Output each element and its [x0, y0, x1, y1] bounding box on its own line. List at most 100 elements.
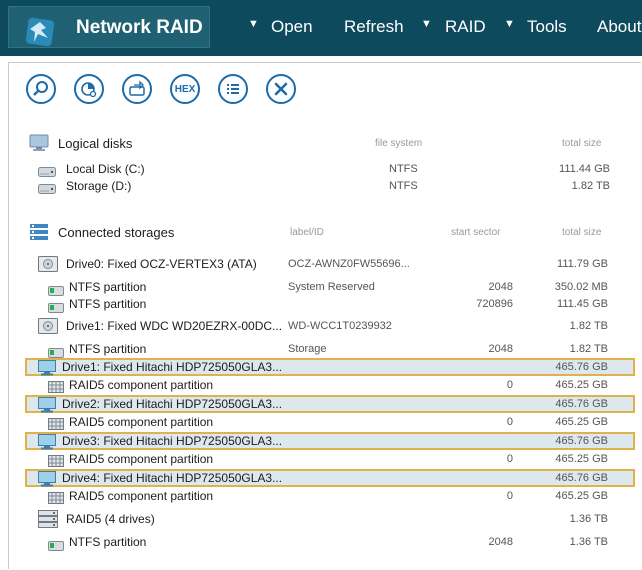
- storage-stack-icon: [30, 224, 48, 240]
- tools-dropdown-arrow-icon[interactable]: ▼: [504, 18, 515, 30]
- image-button[interactable]: [122, 74, 152, 104]
- selected-drive-highlight[interactable]: [25, 358, 635, 376]
- partition-row[interactable]: NTFS partition 2048 1.36 TB: [0, 534, 640, 551]
- storage-size: 1.36 TB: [569, 536, 608, 548]
- partition-row[interactable]: NTFS partition Storage 2048 1.82 TB: [0, 341, 640, 358]
- storage-name: Drive3: Fixed Hitachi HDP725050GLA3...: [62, 434, 283, 448]
- storage-name: RAID5 (4 drives): [66, 512, 155, 526]
- pie-scan-icon: [81, 82, 97, 98]
- list-icon: [227, 84, 239, 94]
- storage-name: NTFS partition: [69, 342, 147, 356]
- storage-name: NTFS partition: [69, 535, 147, 549]
- ntfs-partition-icon: [48, 348, 64, 358]
- open-dropdown-arrow-icon[interactable]: ▼: [248, 18, 259, 30]
- hex-label: HEX: [174, 83, 196, 95]
- storage-name: NTFS partition: [69, 280, 147, 294]
- logical-disks-title: Logical disks: [58, 136, 133, 151]
- storage-drive-row[interactable]: Drive0: Fixed OCZ-VERTEX3 (ATA) OCZ-AWNZ0…: [0, 256, 640, 273]
- app-title: Network RAID: [76, 17, 203, 38]
- storage-drive-row[interactable]: Drive4: Fixed Hitachi HDP725050GLA3... 46…: [0, 470, 640, 487]
- raid-component-icon: [48, 492, 64, 504]
- monitor-icon: [29, 134, 49, 151]
- menu-raid[interactable]: RAID: [445, 17, 486, 36]
- storage-size: 111.45 GB: [557, 298, 608, 310]
- storage-start-sector: 2048: [488, 536, 513, 548]
- raid-dropdown-arrow-icon[interactable]: ▼: [421, 18, 432, 30]
- logical-disk-fs: NTFS: [389, 180, 418, 192]
- partition-row[interactable]: RAID5 component partition 0 465.25 GB: [0, 377, 640, 394]
- storage-label: WD-WCC1T0239932: [288, 320, 392, 332]
- network-drive-icon: [38, 434, 56, 450]
- storage-drive-row[interactable]: RAID5 (4 drives) 1.36 TB: [0, 510, 640, 528]
- storage-name: RAID5 component partition: [69, 378, 214, 392]
- partition-row[interactable]: RAID5 component partition 0 465.25 GB: [0, 414, 640, 431]
- menu-open[interactable]: Open: [271, 17, 313, 36]
- storage-drive-row[interactable]: Drive2: Fixed Hitachi HDP725050GLA3... 46…: [0, 396, 640, 413]
- storage-size: 1.82 TB: [569, 320, 608, 332]
- storage-size: 465.25 GB: [555, 379, 608, 391]
- logical-disk-row[interactable]: Storage (D:) NTFS 1.82 TB: [30, 177, 630, 194]
- list-button[interactable]: [218, 74, 248, 104]
- raid-component-icon: [48, 418, 64, 430]
- network-drive-icon: [38, 397, 56, 413]
- selected-drive-highlight[interactable]: [25, 469, 635, 487]
- storage-drive-row[interactable]: Drive3: Fixed Hitachi HDP725050GLA3... 46…: [0, 433, 640, 450]
- storage-size: 465.76 GB: [555, 435, 608, 447]
- partition-row[interactable]: RAID5 component partition 0 465.25 GB: [0, 488, 640, 505]
- close-button[interactable]: [266, 74, 296, 104]
- storages-col-start: start sector: [451, 227, 501, 238]
- storage-start-sector: 2048: [488, 343, 513, 355]
- storage-size: 465.25 GB: [555, 416, 608, 428]
- ntfs-partition-icon: [48, 286, 64, 296]
- partition-row[interactable]: NTFS partition 720896 111.45 GB: [0, 296, 640, 313]
- menu-refresh[interactable]: Refresh: [344, 17, 404, 36]
- logical-col-size: total size: [562, 138, 602, 149]
- raid-component-icon: [48, 455, 64, 467]
- storage-start-sector: 2048: [488, 281, 513, 293]
- magnifier-icon: [33, 81, 48, 96]
- storage-size: 465.25 GB: [555, 453, 608, 465]
- storages-col-size: total size: [562, 227, 602, 238]
- logical-disk-fs: NTFS: [389, 163, 418, 175]
- menu-about[interactable]: About: [597, 17, 642, 36]
- partition-row[interactable]: NTFS partition System Reserved 2048 350.02 …: [0, 279, 640, 296]
- storage-size: 465.76 GB: [555, 361, 608, 373]
- app-logo-box: Network RAID: [8, 6, 210, 48]
- storage-label: Storage: [288, 343, 327, 355]
- connected-storages-title: Connected storages: [58, 225, 175, 240]
- hard-disk-icon: [38, 184, 56, 194]
- storages-col-label: label/ID: [290, 227, 324, 238]
- logical-disk-size: 111.44 GB: [559, 163, 610, 175]
- storage-label: OCZ-AWNZ0FW55696...: [288, 258, 410, 270]
- storage-size: 465.25 GB: [555, 490, 608, 502]
- storage-start-sector: 720896: [476, 298, 513, 310]
- storage-name: Drive4: Fixed Hitachi HDP725050GLA3...: [62, 471, 283, 485]
- network-raid-logo-icon: [25, 17, 55, 47]
- logical-disk-row[interactable]: Local Disk (C:) NTFS 111.44 GB: [30, 160, 630, 177]
- storage-size: 350.02 MB: [554, 281, 608, 293]
- storage-size: 465.76 GB: [555, 398, 608, 410]
- menu-tools[interactable]: Tools: [527, 17, 567, 36]
- selected-drive-highlight[interactable]: [25, 432, 635, 450]
- storage-name: NTFS partition: [69, 297, 147, 311]
- storage-name: RAID5 component partition: [69, 415, 214, 429]
- scan-button[interactable]: [74, 74, 104, 104]
- storage-drive-row[interactable]: Drive1: Fixed WDC WD20EZRX-00DC... WD-WCC…: [0, 318, 640, 335]
- storage-drive-row[interactable]: Drive1: Fixed Hitachi HDP725050GLA3... 46…: [0, 359, 640, 376]
- network-drive-icon: [38, 471, 56, 487]
- storage-size: 1.36 TB: [569, 513, 608, 525]
- storage-start-sector: 0: [506, 379, 513, 391]
- storage-name: RAID5 component partition: [69, 489, 214, 503]
- hex-button[interactable]: HEX: [170, 74, 200, 104]
- search-button[interactable]: [26, 74, 56, 104]
- storage-name: Drive1: Fixed Hitachi HDP725050GLA3...: [62, 360, 283, 374]
- storage-label: System Reserved: [288, 281, 375, 293]
- selected-drive-highlight[interactable]: [25, 395, 635, 413]
- storage-name: Drive2: Fixed Hitachi HDP725050GLA3...: [62, 397, 283, 411]
- logical-disk-name: Storage (D:): [66, 179, 132, 193]
- ntfs-partition-icon: [48, 541, 64, 551]
- hard-disk-icon: [38, 167, 56, 177]
- storage-name: Drive1: Fixed WDC WD20EZRX-00DC...: [66, 319, 283, 333]
- partition-row[interactable]: RAID5 component partition 0 465.25 GB: [0, 451, 640, 468]
- raid-array-icon: [38, 510, 58, 528]
